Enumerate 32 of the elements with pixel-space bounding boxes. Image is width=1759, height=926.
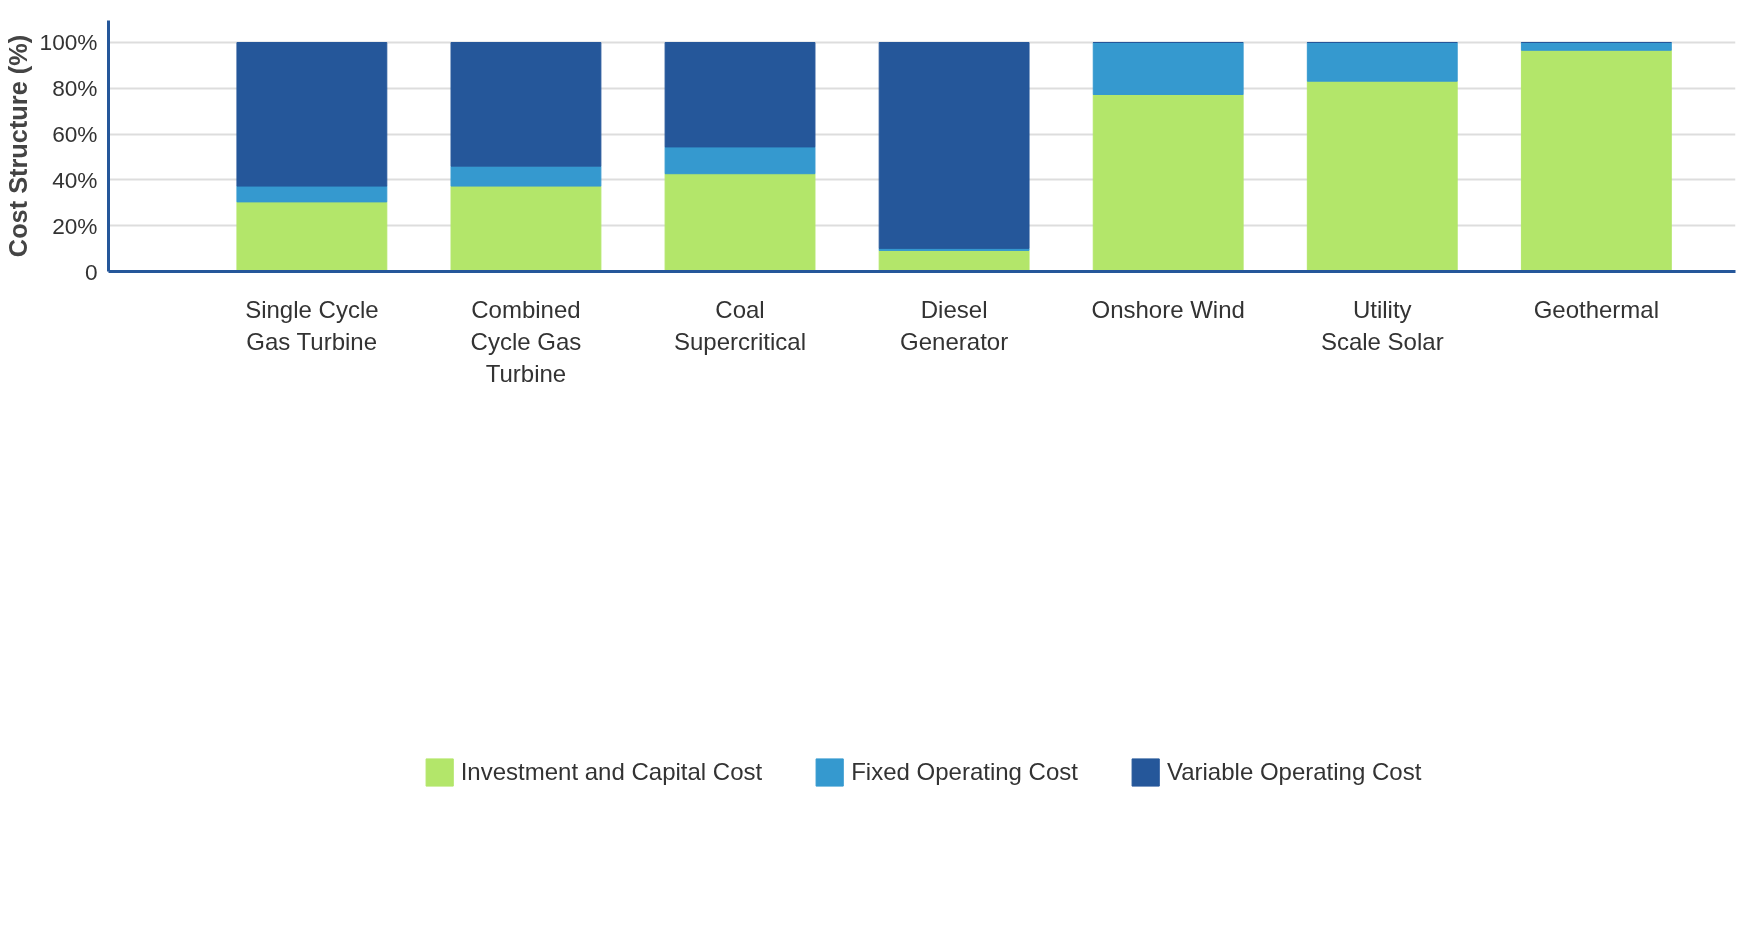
x-tick-label: Utility Scale Solar [1320,295,1444,355]
x-tick-label: Combined Cycle Gas Turbine [470,295,582,388]
bar [1520,49,1672,272]
legend-label: Variable Operating Cost [1166,757,1422,786]
bar [236,201,388,272]
y-tick-label: 20% [52,212,98,239]
bar [1092,93,1244,272]
y-tick-label: 100% [39,29,98,56]
bar [664,173,816,272]
legend-label: Investment and Capital Cost [460,757,763,786]
bar [1306,41,1458,82]
bar [236,41,388,187]
x-tick-label: Single Cycle Gas Turbine [245,295,379,355]
bar [664,146,816,175]
bar [236,185,388,203]
y-tick-label: 40% [52,166,98,193]
y-tick-label: 60% [52,121,98,148]
bar [450,165,602,187]
bar [664,41,816,148]
bar [450,41,602,167]
y-tick-label: 80% [52,75,98,102]
x-tick-label: Diesel Generator [900,295,1009,355]
x-tick-label: Onshore Wind [1091,295,1245,323]
x-tick-label: Geothermal [1533,295,1660,323]
bar [1306,80,1458,272]
legend-label: Fixed Operating Cost [851,757,1078,786]
y-axis-title: Cost Structure (%) [3,34,32,258]
bar [450,185,602,272]
bar [878,41,1030,249]
x-tick-label: Coal Supercritical [674,295,807,355]
bar [1092,41,1244,95]
y-tick-label: 0 [84,258,98,285]
